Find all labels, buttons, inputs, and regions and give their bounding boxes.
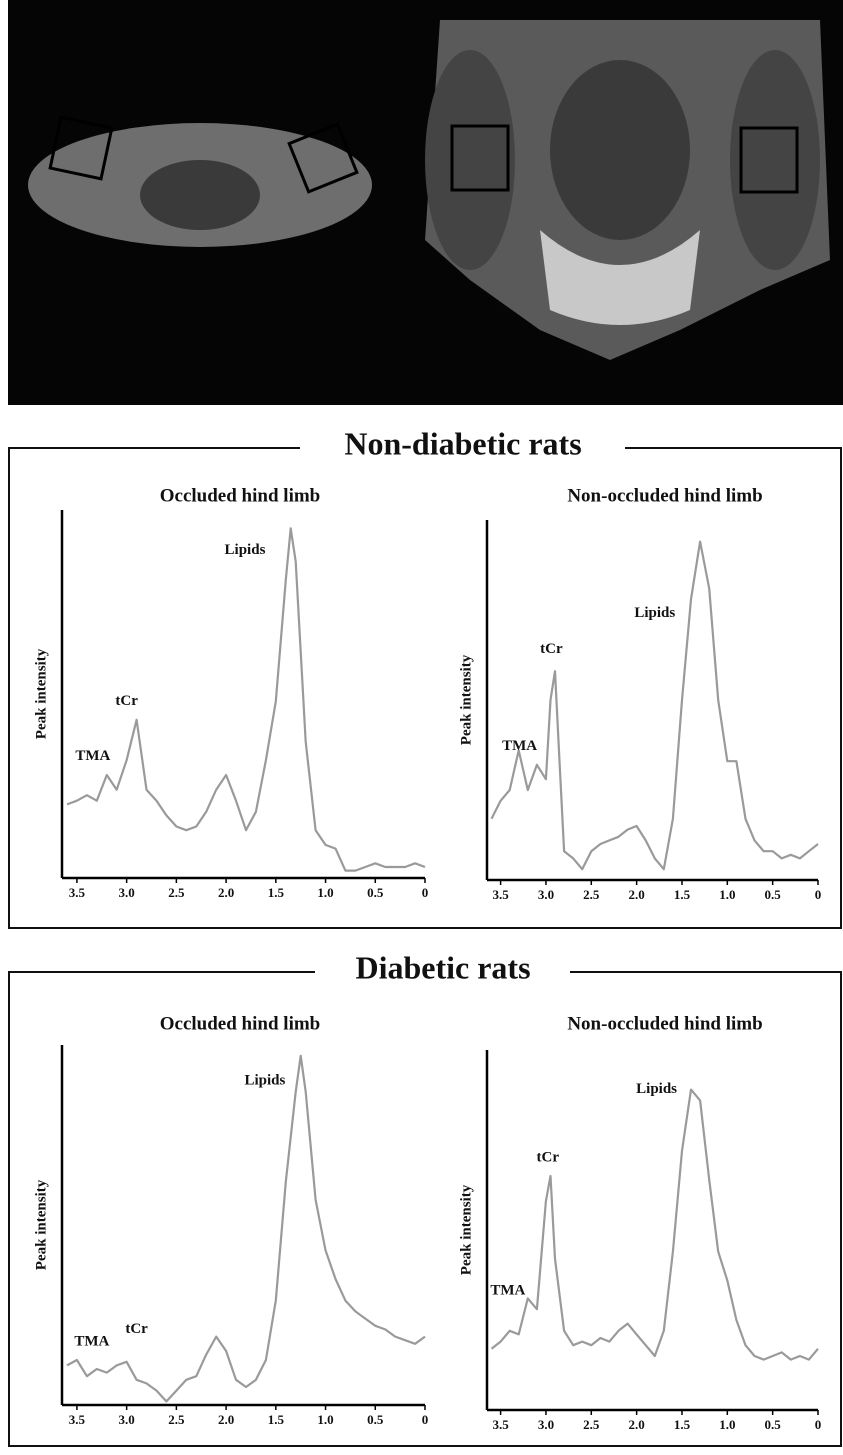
mri-images — [8, 0, 843, 405]
x-tick-label: 1.5 — [674, 1417, 691, 1432]
section-title: Diabetic rats — [355, 949, 530, 985]
peak-label: TMA — [74, 1333, 109, 1349]
x-tick-label: 0.5 — [367, 885, 384, 900]
x-tick-label: 1.5 — [268, 1412, 285, 1427]
y-axis-label: Peak intensity — [33, 1179, 49, 1270]
peak-label: TMA — [502, 738, 537, 754]
x-tick-label: 3.0 — [119, 1412, 135, 1427]
image-detail — [425, 50, 515, 270]
peak-label: Lipids — [225, 542, 266, 558]
peak-label: TMA — [490, 1283, 525, 1299]
spectrum-line — [67, 1056, 425, 1402]
image-detail — [140, 160, 260, 230]
spectrum-line — [492, 1090, 819, 1360]
x-tick-label: 3.0 — [538, 1417, 554, 1432]
x-tick-label: 2.5 — [583, 887, 600, 902]
x-tick-label: 0 — [815, 1417, 822, 1432]
y-axis-label: Peak intensity — [458, 654, 474, 745]
x-tick-label: 3.5 — [69, 1412, 86, 1427]
image-detail — [550, 60, 690, 240]
spectrum-line — [492, 542, 819, 870]
x-tick-label: 2.0 — [629, 1417, 645, 1432]
x-tick-label: 3.5 — [492, 887, 509, 902]
x-tick-label: 1.0 — [317, 1412, 333, 1427]
y-axis-label: Peak intensity — [458, 1184, 474, 1275]
peak-label: Lipids — [244, 1072, 285, 1088]
chart-title: Non-occluded hind limb — [567, 1013, 762, 1034]
peak-label: tCr — [115, 693, 138, 709]
peak-label: Lipids — [636, 1081, 677, 1097]
x-tick-label: 2.5 — [168, 885, 185, 900]
x-tick-label: 1.0 — [719, 1417, 735, 1432]
x-tick-label: 1.5 — [674, 887, 691, 902]
x-tick-label: 3.0 — [119, 885, 135, 900]
section-title: Non-diabetic rats — [344, 425, 581, 461]
x-tick-label: 0 — [815, 887, 822, 902]
x-tick-label: 3.0 — [538, 887, 554, 902]
x-tick-label: 2.0 — [218, 885, 234, 900]
chart-title: Occluded hind limb — [160, 1013, 321, 1034]
x-tick-label: 1.0 — [719, 887, 735, 902]
x-tick-label: 0.5 — [765, 1417, 782, 1432]
peak-label: tCr — [537, 1149, 560, 1165]
chart-title: Occluded hind limb — [160, 485, 321, 506]
x-tick-label: 0.5 — [367, 1412, 384, 1427]
peak-label: TMA — [75, 748, 110, 764]
figure: Non-diabetic rats Diabetic rats Occluded… — [0, 0, 843, 1450]
x-tick-label: 2.5 — [583, 1417, 600, 1432]
x-tick-label: 0 — [422, 1412, 429, 1427]
x-tick-label: 1.0 — [317, 885, 333, 900]
peak-label: tCr — [125, 1321, 148, 1337]
x-tick-label: 2.5 — [168, 1412, 185, 1427]
x-tick-label: 2.0 — [629, 887, 645, 902]
y-axis-label: Peak intensity — [33, 648, 49, 739]
x-tick-label: 3.5 — [69, 885, 86, 900]
chart-title: Non-occluded hind limb — [567, 485, 762, 506]
x-tick-label: 0.5 — [765, 887, 782, 902]
peak-label: Lipids — [634, 605, 675, 621]
x-tick-label: 3.5 — [492, 1417, 509, 1432]
image-detail — [730, 50, 820, 270]
x-tick-label: 1.5 — [268, 885, 285, 900]
x-tick-label: 0 — [422, 885, 429, 900]
x-tick-label: 2.0 — [218, 1412, 234, 1427]
peak-label: tCr — [540, 641, 563, 657]
